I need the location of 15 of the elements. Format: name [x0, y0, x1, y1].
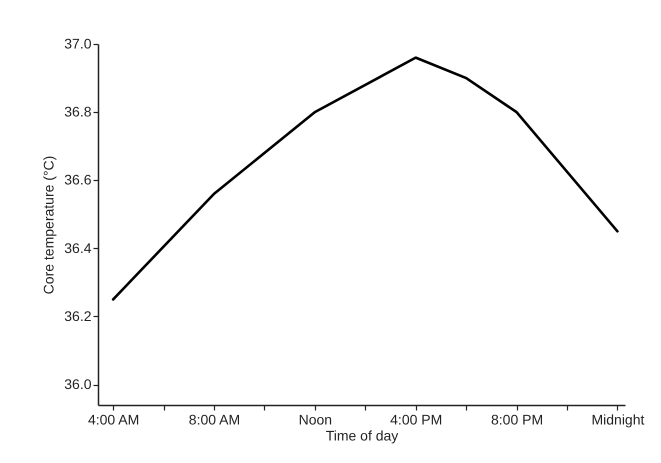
y-axis-title: Core temperature (°C) — [40, 156, 56, 294]
y-tick-label: 36.8 — [64, 104, 92, 120]
y-tick-label: 37.0 — [64, 36, 92, 52]
line-series — [112, 56, 619, 301]
y-tick-label: 36.0 — [64, 376, 92, 392]
x-tick-label: Noon — [298, 412, 332, 428]
x-tick-label: 8:00 PM — [491, 412, 544, 428]
y-tick-label: 36.2 — [64, 308, 92, 324]
x-tick-label: 4:00 AM — [88, 412, 140, 428]
x-tick-label: 8:00 AM — [188, 412, 240, 428]
x-tick-label: 4:00 PM — [390, 412, 442, 428]
x-tick-label: Midnight — [591, 412, 644, 428]
y-tick-label: 36.6 — [64, 172, 92, 188]
x-axis-title: Time of day — [326, 428, 398, 444]
y-tick-label: 36.4 — [64, 240, 92, 256]
